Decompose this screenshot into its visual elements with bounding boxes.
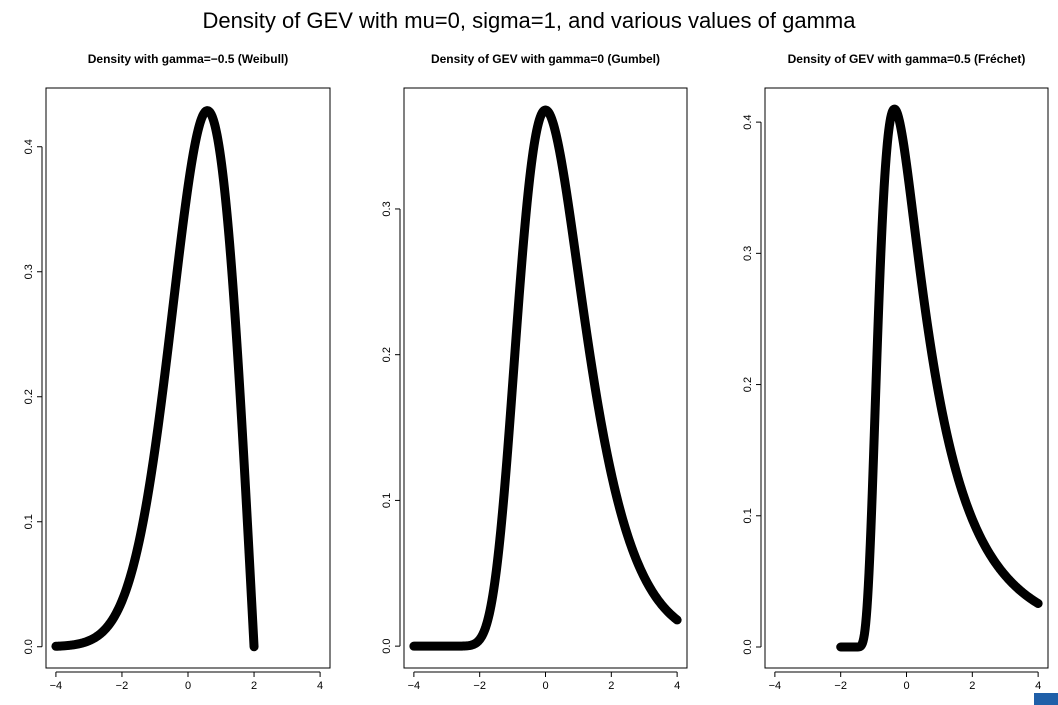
panel-title: Density of GEV with gamma=0 (Gumbel) <box>431 52 660 66</box>
x-tick-label: 0 <box>185 680 191 692</box>
x-tick-label: 0 <box>542 680 548 692</box>
y-tick-label: 0.3 <box>381 201 393 216</box>
y-tick-label: 0.1 <box>381 493 393 508</box>
y-tick-label: 0.4 <box>742 114 754 129</box>
x-tick-label: 2 <box>969 680 975 692</box>
plot-frame <box>403 87 688 669</box>
x-tick-label: 4 <box>1035 680 1041 692</box>
x-tick-label: −4 <box>50 680 63 692</box>
y-tick-label: 0.0 <box>23 639 35 654</box>
logo-icon <box>1034 693 1058 705</box>
panel-title: Density of GEV with gamma=0.5 (Fréchet) <box>788 52 1026 66</box>
y-tick-label: 0.2 <box>23 389 35 404</box>
x-tick-label: −4 <box>769 680 782 692</box>
chart-panel-1: Density with gamma=−0.5 (Weibull) −4 −2 0 2 4… <box>23 52 331 692</box>
chart-panel-2: Density of GEV with gamma=0 (Gumbel) −4 −2… <box>381 52 688 692</box>
x-tick-label: −2 <box>116 680 129 692</box>
y-tick-label: 0.2 <box>381 347 393 362</box>
x-tick-label: −2 <box>473 680 486 692</box>
y-tick-label: 0.4 <box>23 139 35 154</box>
x-tick-label: 0 <box>903 680 909 692</box>
x-tick-label: 4 <box>674 680 680 692</box>
figure-title: Density of GEV with mu=0, sigma=1, and v… <box>203 8 857 33</box>
panels: Density with gamma=−0.5 (Weibull) −4 −2 0 2 4… <box>23 52 1049 692</box>
y-tick-label: 0.0 <box>742 639 754 654</box>
density-curve <box>51 106 259 652</box>
y-tick-label: 0.1 <box>742 508 754 523</box>
density-curve <box>409 105 682 651</box>
plot-frame <box>45 87 331 669</box>
density-curve <box>836 104 1043 652</box>
x-tick-label: 4 <box>317 680 323 692</box>
y-tick-label: 0.1 <box>23 514 35 529</box>
y-tick-label: 0.0 <box>381 638 393 653</box>
panel-title: Density with gamma=−0.5 (Weibull) <box>88 52 289 66</box>
y-tick-label: 0.3 <box>742 246 754 261</box>
y-tick-label: 0.3 <box>23 264 35 279</box>
y-tick-label: 0.2 <box>742 377 754 392</box>
x-tick-label: −2 <box>834 680 847 692</box>
chart-panel-3: Density of GEV with gamma=0.5 (Fréchet) −… <box>742 52 1049 692</box>
x-tick-label: 2 <box>608 680 614 692</box>
x-tick-label: −4 <box>408 680 421 692</box>
plot-frame <box>764 87 1049 669</box>
x-tick-label: 2 <box>251 680 257 692</box>
